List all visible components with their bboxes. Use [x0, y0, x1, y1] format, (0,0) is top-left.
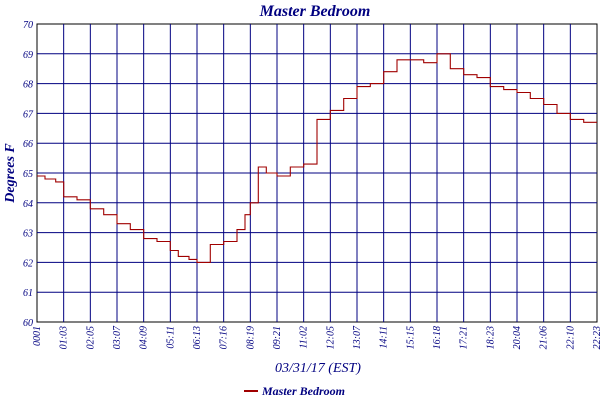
x-tick-label: 03:07	[112, 325, 123, 349]
x-tick-label: 02:05	[85, 326, 96, 349]
x-tick-label: 01:03	[59, 326, 70, 349]
x-tick-label: 22:23	[592, 326, 600, 349]
y-axis-label: Degrees F	[3, 143, 18, 204]
series-line	[37, 53, 597, 263]
x-tick-label: 22:10	[565, 326, 576, 349]
y-tick-label: 66	[23, 139, 33, 150]
x-tick-label: 08:19	[245, 326, 256, 349]
x-tick-label: 04:09	[139, 326, 150, 349]
y-tick-label: 69	[23, 50, 33, 61]
x-tick-label: 15:15	[405, 326, 416, 349]
x-tick-label: 16:18	[432, 326, 443, 349]
y-tick-label: 70	[23, 20, 33, 31]
y-tick-label: 67	[23, 109, 34, 120]
x-tick-label: 17:21	[459, 326, 470, 349]
x-tick-label: 05:11	[165, 326, 176, 349]
x-tick-label: 09:21	[272, 326, 283, 349]
y-tick-label: 62	[23, 258, 33, 269]
x-tick-label: 11:02	[299, 326, 310, 349]
chart-title: Master Bedroom	[259, 3, 371, 20]
legend-label: Master Bedroom	[261, 384, 345, 398]
x-tick-label: 20:04	[512, 326, 523, 349]
x-axis-label: 03/31/17 (EST)	[275, 361, 361, 376]
x-tick-label: 12:05	[325, 326, 336, 349]
plot-area: 60 61 62 63 64 65 66 67 68 69 70 0001 01:03 02:05 03:0…	[23, 20, 600, 349]
y-tick-label: 61	[23, 288, 33, 299]
y-tick-label: 60	[23, 318, 33, 329]
x-tick-label: 18:23	[485, 326, 496, 349]
x-tick-label: 14:11	[379, 326, 390, 349]
x-tick-label: 13:07	[352, 325, 363, 349]
y-tick-label: 68	[23, 80, 33, 91]
y-tick-label: 65	[23, 169, 33, 180]
chart-legend: Master Bedroom	[244, 384, 345, 398]
x-tick-label: 0001	[32, 326, 43, 346]
y-tick-label: 63	[23, 229, 33, 240]
x-tick-label: 07:16	[219, 326, 230, 349]
x-tick-label: 21:06	[539, 326, 550, 349]
y-tick-label: 64	[23, 199, 33, 210]
x-tick-label: 06:13	[192, 326, 203, 349]
